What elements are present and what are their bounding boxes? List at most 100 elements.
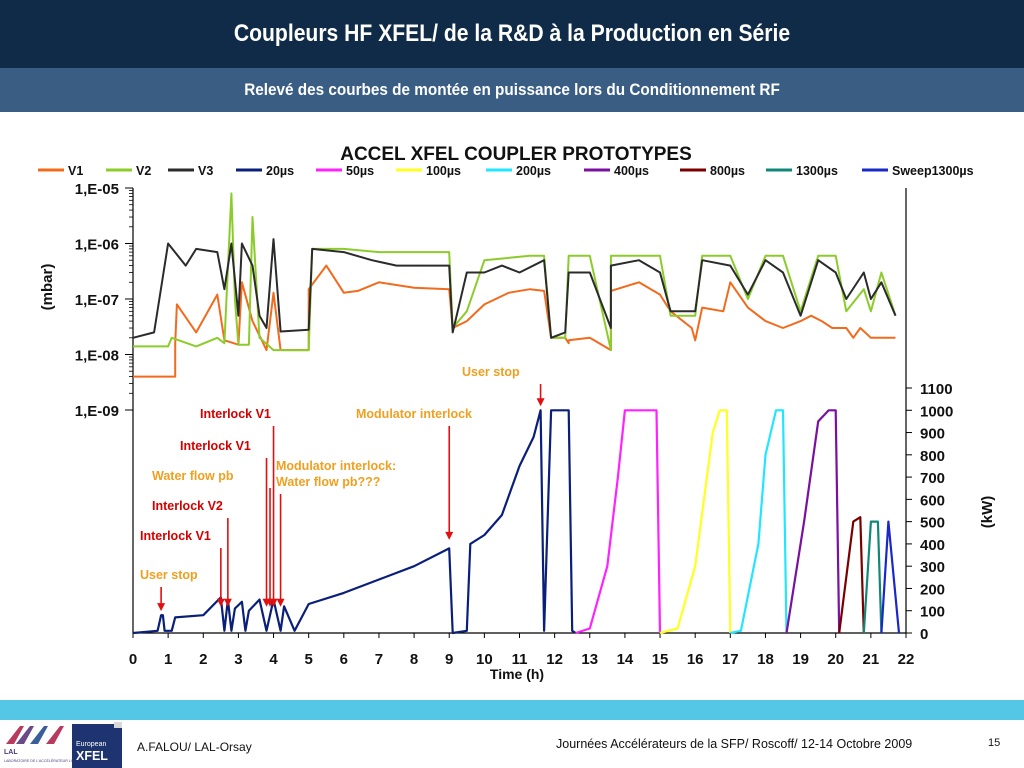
annotation-label: Interlock V1 — [180, 439, 251, 453]
annotation: User stop — [140, 568, 198, 612]
x-tick-label: 0 — [129, 651, 137, 668]
y-left-tick-label: 1,E-05 — [75, 181, 119, 198]
footer-event: Journées Accélérateurs de la SFP/ Roscof… — [556, 737, 913, 751]
y-right-tick-label: 800 — [920, 448, 945, 465]
legend-label: 100µs — [426, 164, 461, 178]
series-line-power — [132, 409, 577, 635]
legend-entry: 100µs — [396, 164, 461, 178]
annotation-label: User stop — [140, 568, 198, 582]
legend-entry: V3 — [168, 164, 213, 178]
series-line-power — [575, 409, 662, 635]
y-right-tick-label: 900 — [920, 426, 945, 443]
legend-label: 50µs — [346, 164, 374, 178]
x-axis-label: Time (h) — [490, 666, 544, 682]
x-tick-label: 11 — [512, 651, 528, 668]
y-right-tick-label: 300 — [920, 559, 945, 576]
annotation-label: User stop — [462, 365, 520, 379]
subtitle-bar: Relevé des courbes de montée en puissanc… — [0, 68, 1024, 112]
xfel-logo-small: European — [76, 741, 106, 748]
x-tick-label: 19 — [792, 651, 809, 668]
x-tick-label: 8 — [410, 651, 418, 668]
annotation-arrow-head — [157, 603, 166, 612]
legend-entry: 1300µs — [766, 164, 838, 178]
annotation: Interlock V1 — [140, 529, 225, 607]
x-tick-label: 13 — [581, 651, 598, 668]
y-right-tick-label: 0 — [920, 626, 928, 643]
legend-entry: 50µs — [316, 164, 374, 178]
legend-label: V2 — [136, 164, 151, 178]
x-tick-label: 20 — [827, 651, 844, 668]
legend-entry: 800µs — [680, 164, 745, 178]
y-left-tick-label: 1,E-07 — [75, 292, 119, 309]
x-tick-label: 10 — [476, 651, 493, 668]
y-right-tick-label: 1100 — [920, 381, 953, 398]
series-line-power — [862, 520, 883, 634]
annotation-label: Water flow pb??? — [276, 475, 380, 489]
y-left-tick-label: 1,E-08 — [75, 348, 119, 365]
x-tick-label: 5 — [305, 651, 313, 668]
annotation-label: Water flow pb — [152, 469, 234, 483]
annotation-label: Modulator interlock — [356, 407, 472, 421]
series-line-power — [880, 520, 901, 634]
slide-title: Coupleurs HF XFEL/ de la R&D à la Produc… — [233, 20, 791, 47]
x-tick-label: 6 — [340, 651, 348, 668]
y-left-tick-label: 1,E-06 — [75, 237, 119, 254]
x-tick-label: 2 — [199, 651, 207, 668]
legend-label: V1 — [68, 164, 83, 178]
x-tick-label: 4 — [269, 651, 278, 668]
x-tick-label: 9 — [445, 651, 453, 668]
y-left-tick-label: 1,E-09 — [75, 403, 119, 420]
annotation-arrow-head — [276, 598, 285, 607]
annotation: Interlock V1 — [200, 407, 278, 607]
title-bar: Coupleurs HF XFEL/ de la R&D à la Produc… — [0, 0, 1024, 68]
y-right-tick-label: 1000 — [920, 403, 953, 420]
legend-entry: 200µs — [486, 164, 551, 178]
y-right-axis-label: (kW) — [979, 496, 996, 529]
legend-label: 400µs — [614, 164, 649, 178]
footer-author: A.FALOU/ LAL-Orsay — [137, 740, 252, 754]
footer-band — [0, 700, 1024, 720]
legend-entry: V2 — [106, 164, 151, 178]
x-tick-label: 16 — [687, 651, 704, 668]
annotation-label: Interlock V1 — [200, 407, 271, 421]
lal-logo: LAL LABORATOIRE DE L'ACCÉLÉRATEUR LINÉAI… — [0, 722, 86, 768]
x-tick-label: 18 — [757, 651, 774, 668]
annotation-label: Interlock V2 — [152, 499, 223, 513]
vacuum-power-chart: ACCEL XFEL COUPLER PROTOTYPES V1 V2 V3 20µs 5… — [38, 144, 996, 682]
annotation-arrow-head — [269, 598, 278, 607]
series-line-v3 — [132, 238, 897, 339]
series-line-v1 — [133, 264, 896, 378]
chart-title: ACCEL XFEL COUPLER PROTOTYPES — [340, 144, 692, 165]
xfel-logo: European XFEL — [72, 722, 122, 768]
annotation-arrow-head — [223, 598, 232, 607]
legend-entry: V1 — [38, 164, 83, 178]
legend-entry: Sweep1300µs — [862, 164, 974, 178]
annotation-arrow-head — [216, 598, 225, 607]
annotation-arrow-head — [536, 398, 545, 407]
annotation-arrow-head — [262, 598, 271, 607]
legend-label: 200µs — [516, 164, 551, 178]
legend-label: V3 — [198, 164, 213, 178]
legend-label: Sweep1300µs — [892, 164, 974, 178]
page-number: 15 — [988, 737, 1001, 749]
y-left-axis-label: (mbar) — [39, 264, 56, 311]
annotation-arrow-head — [445, 531, 454, 540]
lal-logo-text: LAL — [4, 749, 18, 756]
annotation-label: Modulator interlock: — [276, 459, 396, 473]
x-tick-label: 22 — [898, 651, 915, 668]
y-right-tick-label: 100 — [920, 604, 945, 621]
legend-entry: 20µs — [236, 164, 294, 178]
legend-label: 20µs — [266, 164, 294, 178]
series-line-power — [785, 409, 841, 634]
series-line-power — [659, 409, 732, 635]
x-tick-label: 1 — [164, 651, 172, 668]
legend-label: 800µs — [710, 164, 745, 178]
series-line-power — [730, 409, 788, 635]
x-tick-label: 17 — [722, 651, 739, 668]
lal-logo-caption: LABORATOIRE DE L'ACCÉLÉRATEUR LINÉAIRE — [4, 758, 86, 763]
y-right-tick-label: 500 — [920, 515, 945, 532]
y-right-tick-label: 200 — [920, 581, 945, 598]
footer-logos: LAL LABORATOIRE DE L'ACCÉLÉRATEUR LINÉAI… — [0, 722, 122, 768]
annotation: User stop — [462, 365, 545, 407]
slide-subtitle: Relevé des courbes de montée en puissanc… — [244, 80, 780, 99]
